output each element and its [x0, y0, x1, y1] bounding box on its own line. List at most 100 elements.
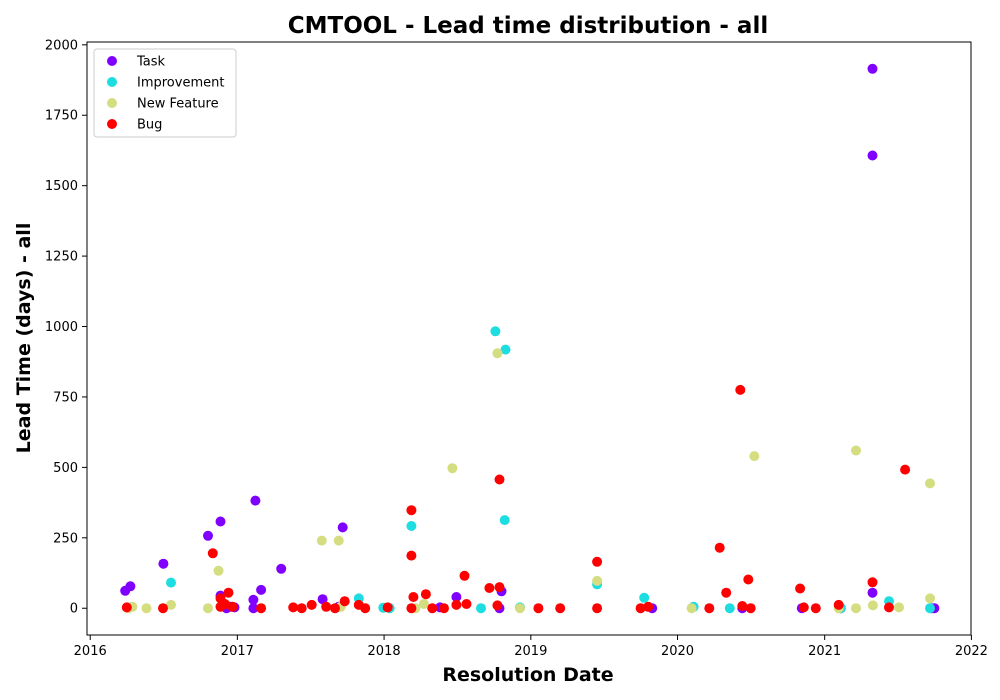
data-point-bug [256, 603, 267, 614]
data-point-new-feature [867, 600, 878, 611]
data-point-new-feature [851, 603, 861, 614]
data-point-bug [900, 464, 911, 475]
data-point-bug [592, 556, 603, 567]
data-point-bug [360, 603, 371, 614]
data-point-bug [795, 583, 806, 594]
data-point-bug [330, 603, 340, 614]
data-point-bug [207, 548, 218, 559]
data-point-new-feature [447, 463, 458, 474]
y-tick-label: 1500 [45, 179, 78, 194]
legend-label: Bug [137, 118, 162, 133]
data-point-bug [810, 603, 821, 614]
data-point-improvement [406, 521, 417, 531]
data-point-bug [494, 582, 505, 593]
data-point-bug [704, 603, 715, 614]
y-tick-label: 1750 [45, 109, 78, 124]
plot-frame [86, 41, 972, 636]
data-point-task [337, 522, 348, 533]
data-point-bug [158, 603, 168, 614]
legend-marker [107, 77, 117, 87]
data-point-improvement [639, 592, 650, 603]
data-point-bug [406, 505, 417, 516]
data-point-new-feature [316, 535, 327, 546]
data-point-task [248, 603, 259, 614]
data-point-improvement [499, 515, 510, 526]
data-point-bug [745, 603, 756, 614]
data-point-new-feature [686, 603, 697, 614]
data-point-bug [743, 574, 754, 585]
data-point-improvement [925, 603, 935, 614]
data-point-new-feature [925, 478, 935, 489]
data-point-new-feature [894, 602, 904, 613]
data-point-bug [494, 474, 505, 485]
data-point-new-feature [166, 599, 176, 610]
data-point-new-feature [851, 445, 861, 456]
data-point-task [248, 594, 259, 605]
x-tick-label: 2016 [74, 644, 107, 659]
x-tick-label: 2018 [368, 644, 401, 659]
data-point-bug [427, 603, 438, 614]
x-tick-label: 2021 [808, 644, 841, 659]
data-point-new-feature [592, 575, 603, 586]
legend-marker [107, 119, 117, 129]
data-point-improvement [500, 344, 511, 355]
data-point-bug [714, 542, 725, 553]
data-point-bug [406, 603, 417, 614]
data-point-bug [339, 596, 350, 607]
x-axis-label: Resolution Date [442, 664, 613, 686]
data-point-improvement [476, 603, 486, 614]
y-tick-label: 0 [70, 602, 78, 617]
x-tick-label: 2019 [514, 644, 547, 659]
y-tick-label: 2000 [45, 38, 78, 53]
y-tick-label: 750 [53, 390, 78, 405]
data-point-bug [439, 603, 449, 614]
data-point-new-feature [925, 593, 935, 604]
data-point-improvement [490, 326, 501, 337]
data-point-task [451, 592, 462, 602]
data-point-bug [635, 603, 646, 614]
legend-box [93, 48, 237, 138]
data-point-task [125, 581, 136, 592]
legend: Task Improvement New Feature Bug [93, 48, 237, 138]
data-point-bug [592, 603, 603, 614]
data-point-task [867, 63, 878, 74]
legend-marker [107, 56, 117, 66]
data-point-improvement [166, 577, 176, 588]
x-tick-label: 2020 [661, 644, 694, 659]
data-point-new-feature [749, 451, 760, 462]
data-point-bug [451, 599, 462, 610]
y-tick-label: 250 [53, 531, 78, 546]
data-point-improvement [724, 603, 735, 614]
data-point-task [867, 587, 878, 598]
data-point-bug [420, 589, 431, 600]
data-point-bug [721, 587, 732, 598]
y-tick-label: 1000 [45, 320, 78, 335]
x-tick-label: 2017 [221, 644, 254, 659]
legend-label: New Feature [137, 97, 219, 112]
legend-label: Improvement [137, 76, 224, 91]
data-point-task [867, 150, 878, 161]
data-point-bug [484, 583, 495, 593]
data-point-new-feature [418, 599, 429, 609]
data-point-bug [533, 603, 544, 614]
data-point-new-feature [203, 603, 213, 614]
data-point-bug [227, 601, 238, 612]
data-point-bug [406, 550, 417, 561]
data-point-task [203, 530, 213, 541]
data-point-task [215, 516, 226, 527]
data-point-task [250, 495, 261, 506]
data-point-bug [121, 602, 132, 613]
data-point-task [276, 563, 287, 574]
data-point-new-feature [333, 535, 344, 546]
data-point-bug [833, 599, 844, 610]
data-point-bug [219, 599, 230, 609]
x-tick-label: 2022 [955, 644, 988, 659]
data-point-bug [798, 602, 809, 613]
data-point-bug [555, 603, 566, 614]
legend-label: Task [136, 55, 166, 70]
data-point-bug [461, 599, 472, 609]
data-point-bug [867, 577, 878, 588]
data-point-bug [382, 602, 393, 613]
data-point-bug [223, 587, 234, 598]
